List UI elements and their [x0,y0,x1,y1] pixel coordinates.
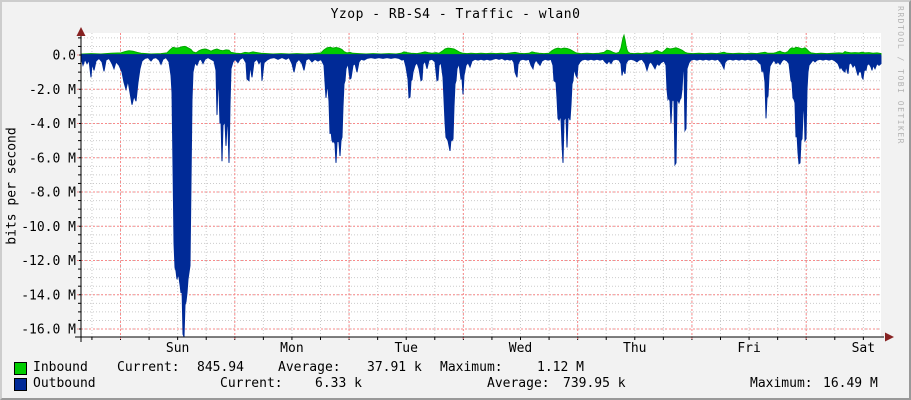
inbound-current-key: Current: [117,360,180,375]
inbound-average-key: Average: [278,360,341,375]
outbound-maximum-key: Maximum: [750,376,813,391]
inbound-color-swatch [14,362,27,375]
inbound-maximum-key: Maximum: [440,360,503,375]
inbound-average-value: 37.91 k [367,360,422,375]
outbound-current-key: Current: [220,376,283,391]
outbound-average-key: Average: [487,376,550,391]
svg-text:-16.0 M: -16.0 M [21,323,76,338]
outbound-average-value: 739.95 k [563,376,626,391]
svg-text:Fri: Fri [737,341,760,356]
inbound-current-value: 845.94 [197,360,244,375]
svg-text:-14.0 M: -14.0 M [21,288,76,303]
outbound-color-swatch [14,378,27,391]
svg-text:-10.0 M: -10.0 M [21,220,76,235]
outbound-current-value: 6.33 k [315,376,362,391]
legend-outbound-label: Outbound [33,376,96,391]
svg-text:Sun: Sun [166,341,189,356]
inbound-maximum-value: 1.12 M [537,360,584,375]
svg-text:-6.0 M: -6.0 M [29,151,76,166]
outbound-maximum-value: 16.49 M [823,376,878,391]
svg-text:-8.0 M: -8.0 M [29,186,76,201]
svg-text:Tue: Tue [394,341,418,356]
svg-text:Thu: Thu [623,341,646,356]
svg-text:Mon: Mon [280,341,303,356]
svg-text:0.0: 0.0 [53,49,76,64]
svg-text:-12.0 M: -12.0 M [21,254,76,269]
legend-row-inbound: Inbound Current: 845.94 Average: 37.91 k… [2,360,909,375]
legend-inbound-label: Inbound [33,360,88,375]
graph-title: Yzop - RB-S4 - Traffic - wlan0 [330,7,581,22]
svg-text:-2.0 M: -2.0 M [29,83,76,98]
svg-text:-4.0 M: -4.0 M [29,117,76,132]
svg-text:Sat: Sat [852,341,875,356]
rrdtool-watermark: RRDTOOL / TOBI OETIKER [896,6,905,145]
legend-row-outbound: Outbound Current: 6.33 k Average: 739.95… [2,376,909,391]
svg-text:Wed: Wed [509,341,532,356]
